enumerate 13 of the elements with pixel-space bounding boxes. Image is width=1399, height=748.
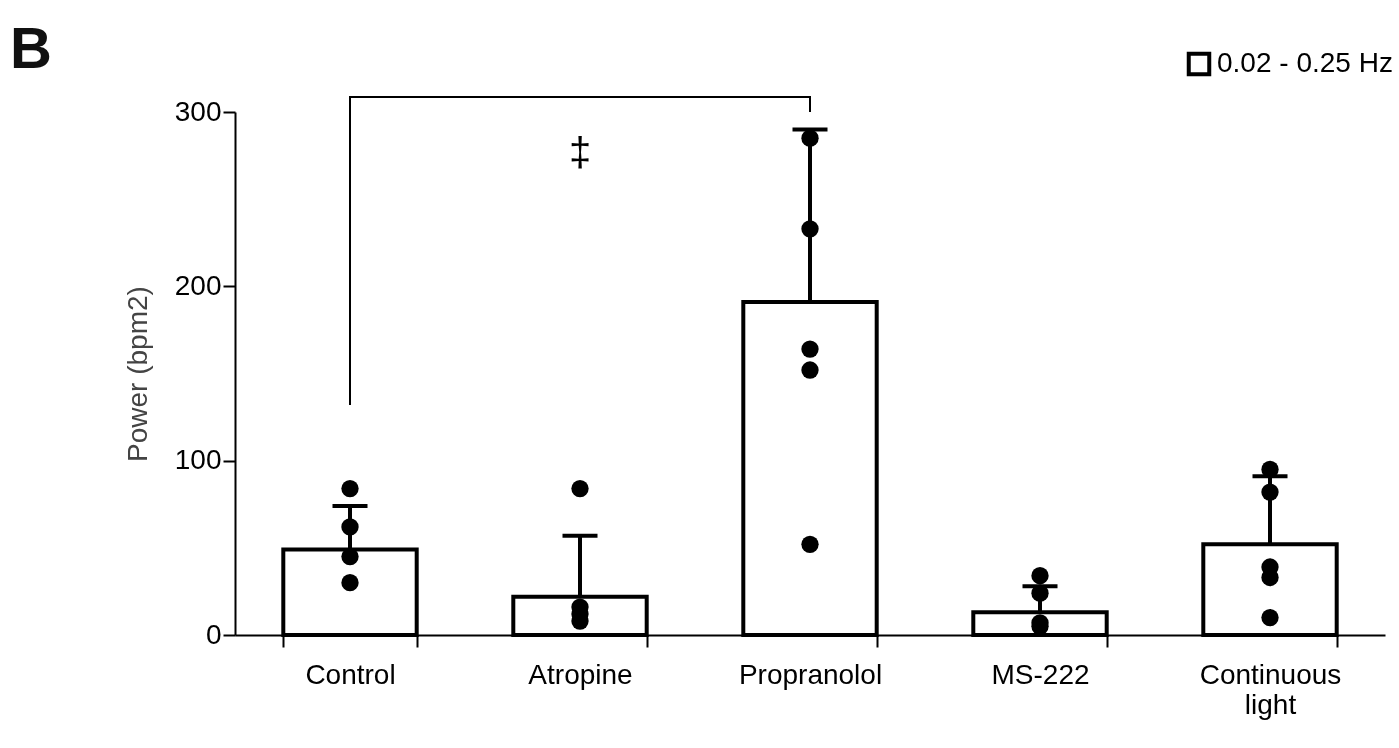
- x-tick-label: Continuous light: [1199, 658, 1342, 720]
- legend-label: 0.02 - 0.25 Hz: [1217, 47, 1393, 78]
- y-tick-label: 100: [174, 444, 222, 476]
- y-axis-title: Power (bpm2): [121, 286, 153, 462]
- y-tick-label: 200: [174, 269, 222, 301]
- x-tick-label: MS-222: [991, 658, 1090, 690]
- x-tick-label: Propranolol: [738, 658, 883, 690]
- chart-title: B: [10, 15, 52, 80]
- y-tick-label: 0: [205, 618, 222, 650]
- x-tick-label: Atropine: [528, 658, 633, 690]
- y-tick-label: 300: [174, 95, 222, 127]
- x-tick-label: Control: [305, 658, 396, 690]
- annotation: ‡: [568, 130, 592, 174]
